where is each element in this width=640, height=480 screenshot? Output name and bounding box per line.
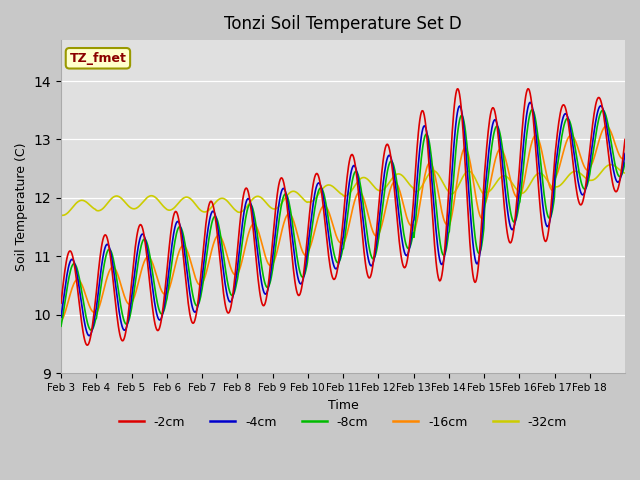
X-axis label: Time: Time <box>328 398 358 412</box>
Title: Tonzi Soil Temperature Set D: Tonzi Soil Temperature Set D <box>224 15 462 33</box>
Legend: -2cm, -4cm, -8cm, -16cm, -32cm: -2cm, -4cm, -8cm, -16cm, -32cm <box>114 411 572 434</box>
Text: TZ_fmet: TZ_fmet <box>70 52 126 65</box>
Y-axis label: Soil Temperature (C): Soil Temperature (C) <box>15 143 28 271</box>
